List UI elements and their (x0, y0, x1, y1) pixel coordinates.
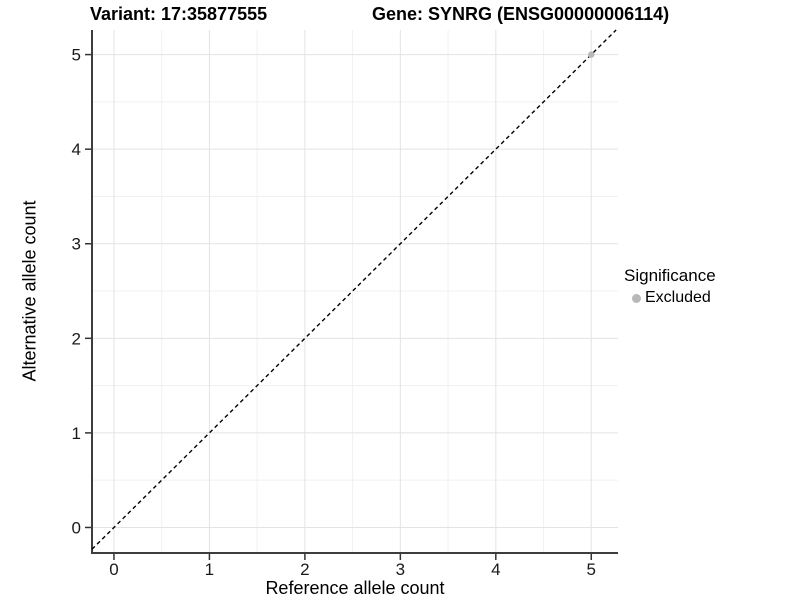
y-tick-label: 2 (72, 329, 81, 348)
x-axis-title: Reference allele count (265, 578, 445, 598)
legend-item-excluded: Excluded (624, 289, 716, 307)
y-tick-label: 3 (72, 235, 81, 254)
x-tick-label: 3 (396, 560, 405, 579)
y-tick-label: 4 (72, 140, 81, 159)
y-axis-title: Alternative allele count (19, 200, 40, 382)
legend: Significance Excluded (624, 266, 716, 307)
y-tick-label: 5 (72, 46, 81, 65)
legend-key-dot-icon (632, 293, 641, 303)
y-tick-label: 0 (72, 518, 81, 537)
plot-title-variant: Variant: 17:35877555 (90, 4, 268, 24)
x-tick-label: 0 (109, 560, 118, 579)
y-tick-label: 1 (72, 424, 81, 443)
plot-title-gene: Gene: SYNRG (ENSG00000006114) (372, 4, 670, 24)
data-point-excluded (588, 51, 595, 58)
x-tick-label: 4 (491, 560, 500, 579)
legend-item-label: Excluded (645, 289, 711, 306)
x-tick-label: 1 (205, 560, 214, 579)
identity-reference-line (91, 29, 617, 550)
x-tick-label: 2 (300, 560, 309, 579)
legend-title: Significance (624, 266, 716, 285)
x-tick-label: 5 (587, 560, 596, 579)
